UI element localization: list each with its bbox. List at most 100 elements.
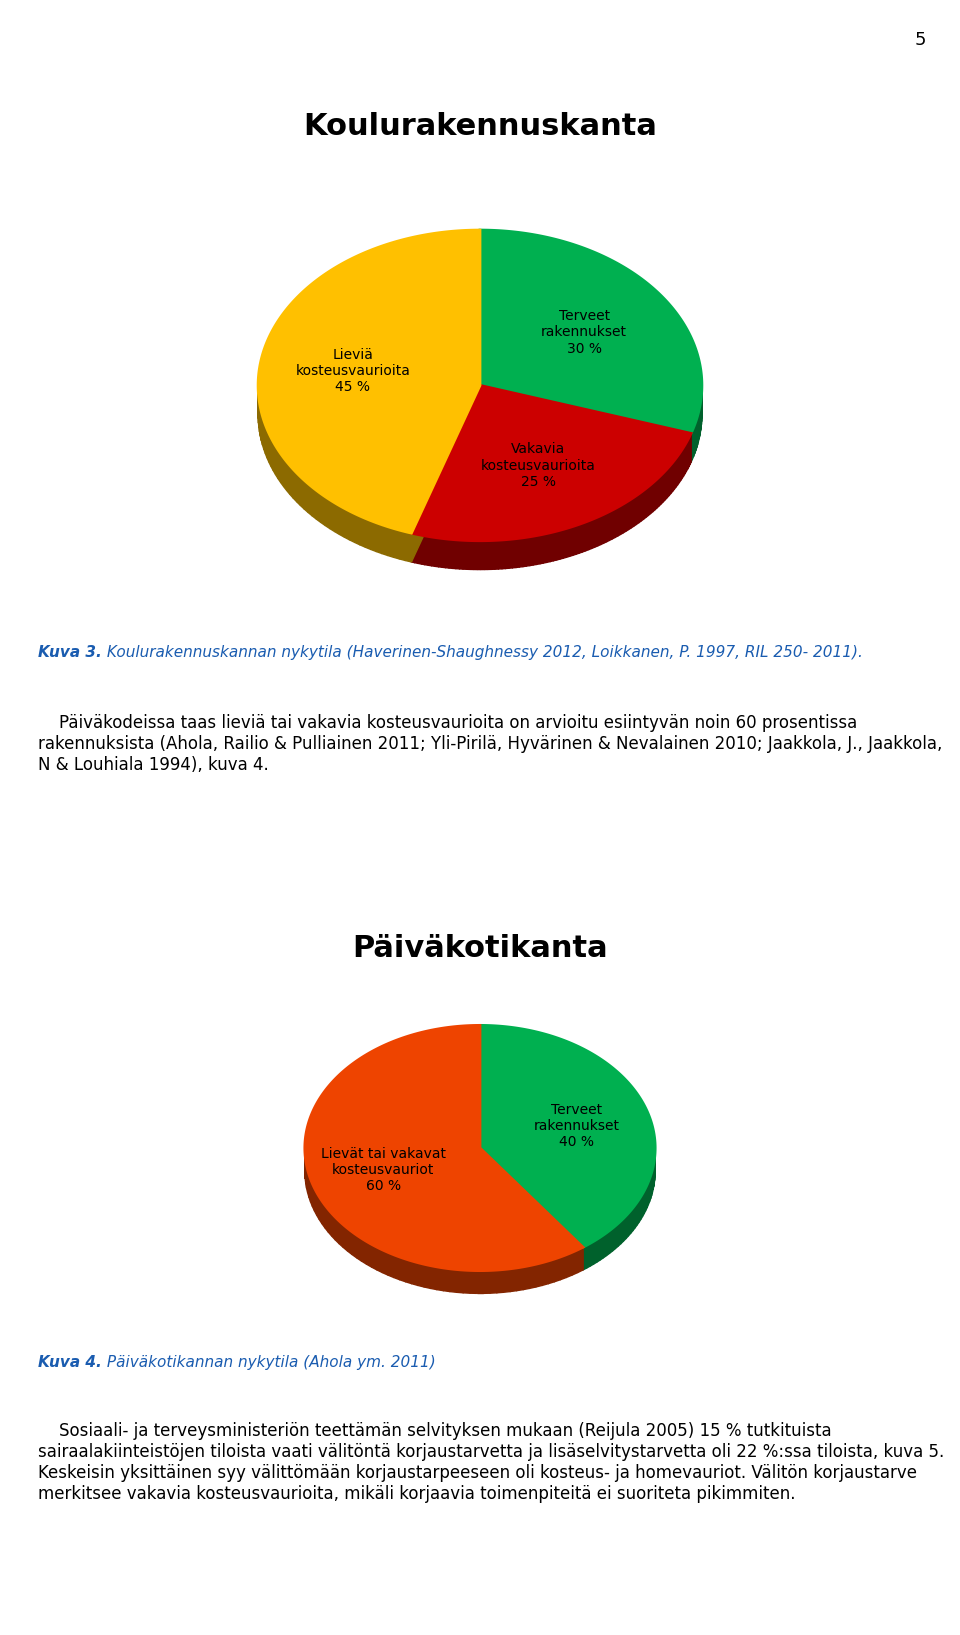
Polygon shape (315, 1189, 317, 1215)
Polygon shape (688, 437, 690, 468)
Polygon shape (651, 1174, 652, 1198)
Polygon shape (412, 1261, 418, 1285)
Polygon shape (444, 1269, 450, 1292)
Polygon shape (645, 1185, 647, 1212)
Polygon shape (473, 541, 477, 569)
Text: Kuva 4.: Kuva 4. (38, 1355, 102, 1370)
Polygon shape (693, 425, 695, 456)
Polygon shape (480, 386, 691, 463)
Polygon shape (344, 1225, 348, 1251)
Polygon shape (542, 1261, 548, 1285)
Polygon shape (639, 1197, 640, 1223)
Polygon shape (388, 526, 394, 558)
Polygon shape (686, 440, 687, 471)
Polygon shape (572, 1249, 578, 1275)
Polygon shape (667, 468, 669, 497)
Polygon shape (691, 430, 692, 463)
Polygon shape (681, 450, 683, 481)
Polygon shape (661, 473, 663, 504)
Polygon shape (425, 536, 428, 566)
Polygon shape (304, 481, 308, 512)
Polygon shape (638, 492, 641, 523)
Polygon shape (488, 541, 492, 569)
Polygon shape (470, 1270, 477, 1293)
Polygon shape (607, 1231, 610, 1256)
Polygon shape (687, 438, 688, 469)
Polygon shape (621, 1218, 623, 1244)
Polygon shape (646, 487, 648, 517)
Polygon shape (269, 433, 271, 466)
Polygon shape (348, 1228, 352, 1254)
Polygon shape (435, 538, 439, 567)
Polygon shape (428, 536, 432, 566)
Polygon shape (679, 451, 681, 482)
Text: Päiväkodeissa taas lieviä tai vakavia kosteusvaurioita on arvioitu esiintyvän no: Päiväkodeissa taas lieviä tai vakavia ko… (38, 714, 943, 773)
Polygon shape (660, 476, 661, 505)
Polygon shape (615, 1223, 618, 1249)
Text: Sosiaali- ja terveysministeriön teettämän selvityksen mukaan (Reijula 2005) 15 %: Sosiaali- ja terveysministeriön teettämä… (38, 1422, 945, 1503)
Polygon shape (332, 1213, 335, 1239)
Polygon shape (648, 1179, 649, 1205)
Polygon shape (418, 1262, 424, 1287)
Polygon shape (597, 515, 601, 546)
Polygon shape (600, 1234, 603, 1261)
Polygon shape (560, 530, 564, 559)
Polygon shape (276, 446, 278, 479)
Polygon shape (307, 1171, 309, 1197)
Polygon shape (349, 512, 355, 543)
Polygon shape (576, 525, 579, 554)
Polygon shape (308, 484, 312, 517)
Polygon shape (684, 443, 686, 474)
Polygon shape (480, 1025, 655, 1248)
Polygon shape (355, 513, 360, 544)
Polygon shape (683, 448, 684, 479)
Polygon shape (306, 1166, 307, 1194)
Polygon shape (628, 1210, 631, 1236)
Polygon shape (322, 1202, 325, 1228)
Polygon shape (412, 386, 691, 541)
Polygon shape (470, 541, 473, 569)
Polygon shape (477, 541, 481, 569)
Polygon shape (261, 412, 262, 445)
Polygon shape (258, 231, 480, 533)
Polygon shape (554, 1257, 561, 1282)
Polygon shape (566, 528, 569, 558)
Polygon shape (362, 1238, 367, 1264)
Polygon shape (647, 1182, 648, 1208)
Polygon shape (618, 1221, 621, 1246)
Polygon shape (692, 428, 693, 459)
Polygon shape (649, 1176, 651, 1202)
Polygon shape (406, 1259, 412, 1283)
Polygon shape (496, 1269, 503, 1293)
Polygon shape (372, 1244, 377, 1270)
Polygon shape (467, 541, 470, 569)
Polygon shape (274, 441, 276, 474)
Polygon shape (603, 1233, 607, 1257)
Polygon shape (505, 540, 509, 569)
Polygon shape (633, 1205, 635, 1231)
Polygon shape (626, 500, 629, 531)
Polygon shape (412, 533, 415, 562)
Text: Vakavia
kosteusvaurioita
25 %: Vakavia kosteusvaurioita 25 % (481, 443, 596, 489)
Polygon shape (405, 531, 412, 562)
Polygon shape (464, 1270, 470, 1293)
Polygon shape (311, 1179, 312, 1207)
Polygon shape (648, 486, 651, 515)
Polygon shape (294, 469, 297, 502)
Polygon shape (376, 523, 382, 554)
Polygon shape (339, 1221, 344, 1248)
Polygon shape (340, 505, 345, 538)
Polygon shape (640, 1194, 642, 1220)
Polygon shape (394, 1254, 399, 1280)
Text: Kuva 3.: Kuva 3. (38, 644, 102, 659)
Polygon shape (463, 540, 467, 569)
Polygon shape (579, 523, 583, 553)
Polygon shape (636, 1200, 639, 1225)
Polygon shape (449, 540, 452, 569)
Polygon shape (317, 1192, 320, 1220)
Polygon shape (634, 495, 636, 526)
Polygon shape (484, 541, 488, 569)
Polygon shape (432, 536, 435, 566)
Polygon shape (352, 1231, 357, 1257)
Polygon shape (651, 482, 653, 513)
